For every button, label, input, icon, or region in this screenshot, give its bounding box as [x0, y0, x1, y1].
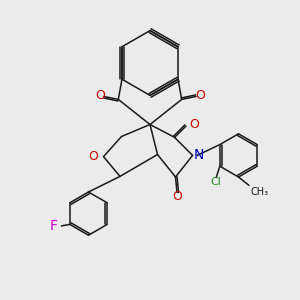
- Text: N: N: [194, 148, 205, 162]
- Text: CH₃: CH₃: [250, 187, 268, 197]
- Text: F: F: [50, 219, 58, 233]
- Text: O: O: [190, 118, 200, 131]
- Text: O: O: [95, 89, 105, 102]
- Text: O: O: [88, 150, 98, 163]
- Text: O: O: [195, 89, 205, 102]
- Text: Cl: Cl: [210, 177, 221, 187]
- Text: O: O: [173, 190, 182, 203]
